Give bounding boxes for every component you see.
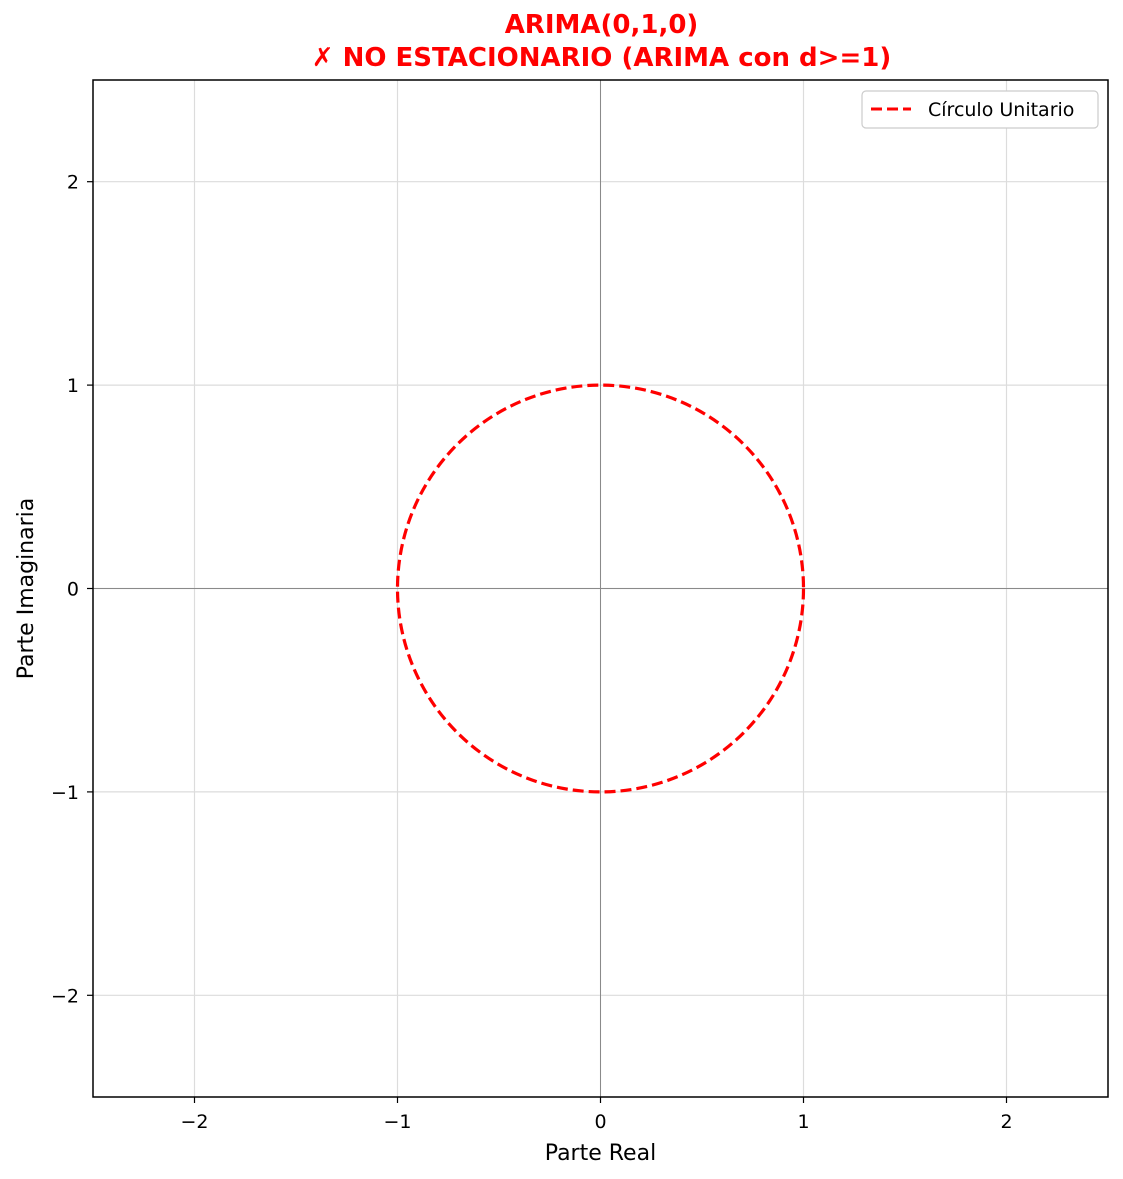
reference-lines	[93, 80, 1108, 1097]
x-tick-label: −1	[383, 1111, 411, 1133]
x-tick-label: 2	[1000, 1111, 1012, 1133]
y-tick-label: 2	[67, 172, 79, 194]
legend-box	[861, 90, 1099, 129]
x-tick-label: 0	[594, 1111, 606, 1133]
chart-title: ARIMA(0,1,0)	[504, 10, 699, 40]
x-tick-label: −2	[180, 1111, 208, 1133]
y-tick-label: 1	[67, 375, 79, 397]
axis-ticks: −2 −1 0 1 2 −2 −1 0 1 2	[51, 172, 1013, 1133]
legend-label-circulo-unitario: Círculo Unitario	[928, 99, 1074, 121]
series-circulo-unitario	[395, 383, 806, 794]
y-tick-label: −1	[51, 782, 79, 804]
chart-subtitle: ✗ NO ESTACIONARIO (ARIMA con d>=1)	[311, 43, 892, 73]
y-tick-label: −2	[51, 985, 79, 1007]
y-tick-label: 0	[67, 579, 79, 601]
y-axis-label: Parte Imaginaria	[14, 498, 39, 680]
x-tick-label: 1	[797, 1111, 809, 1133]
x-axis-label: Parte Real	[545, 1141, 656, 1166]
series-layer	[395, 383, 806, 794]
legend: Círculo Unitario	[861, 90, 1099, 129]
